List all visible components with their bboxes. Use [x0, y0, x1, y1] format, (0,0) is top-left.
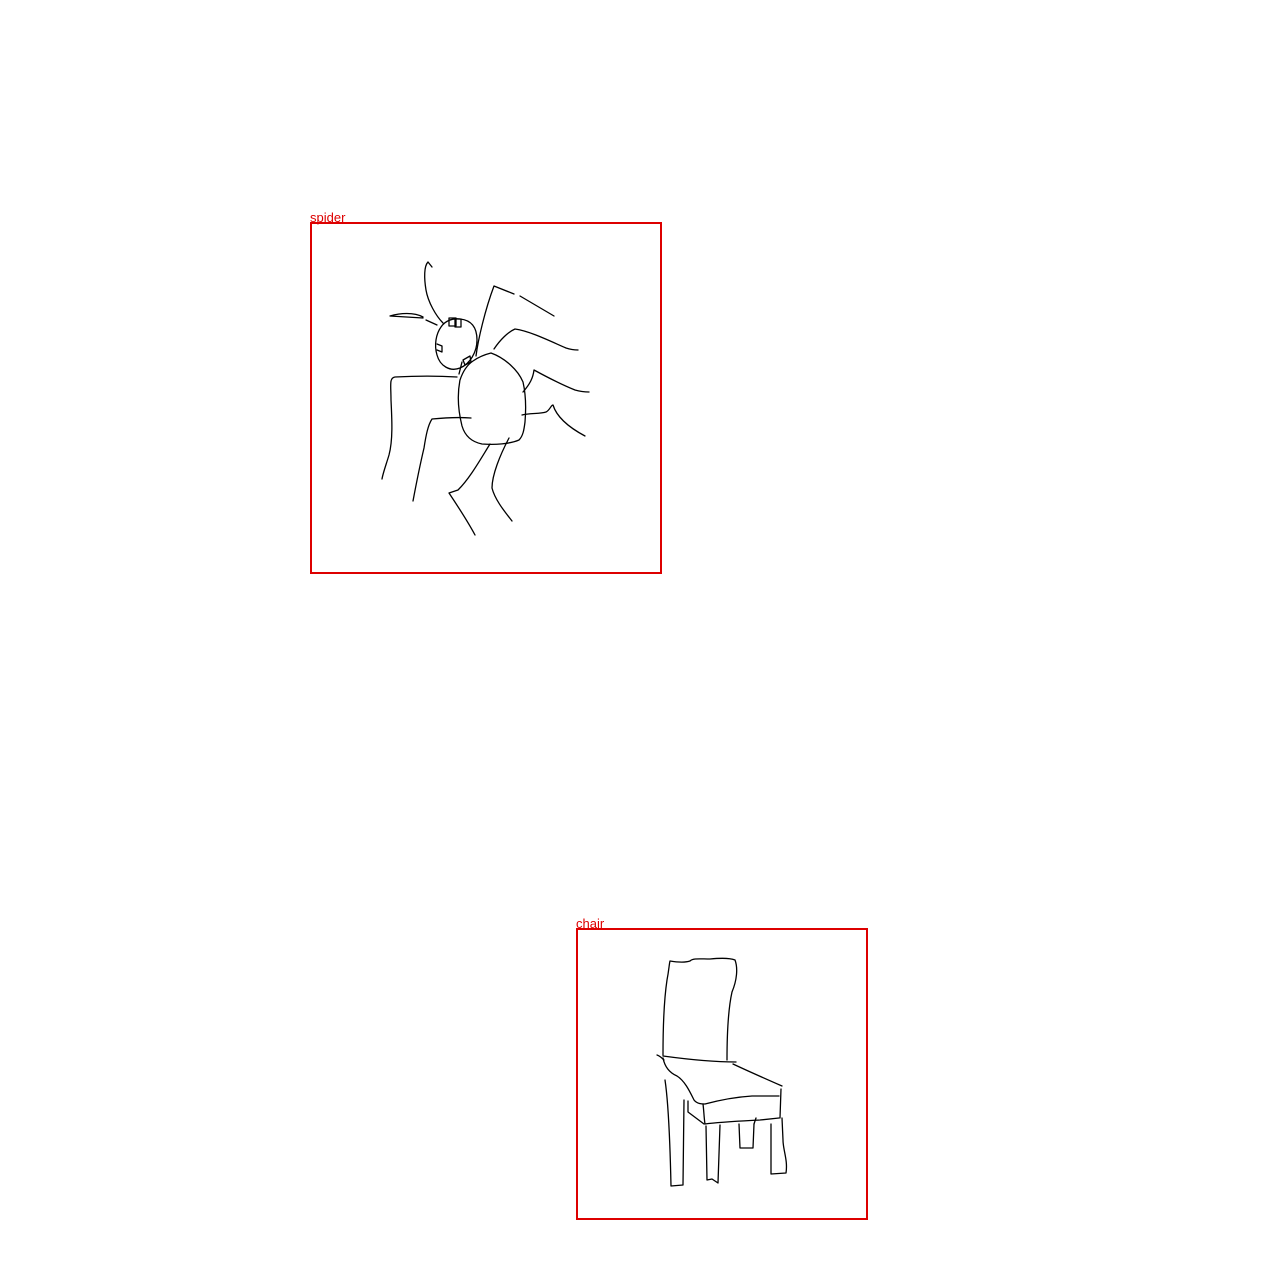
spider-bounding-box [310, 222, 662, 574]
spider-label: spider [310, 210, 346, 225]
chair-label: chair [576, 916, 605, 931]
chair-bounding-box [576, 928, 868, 1220]
